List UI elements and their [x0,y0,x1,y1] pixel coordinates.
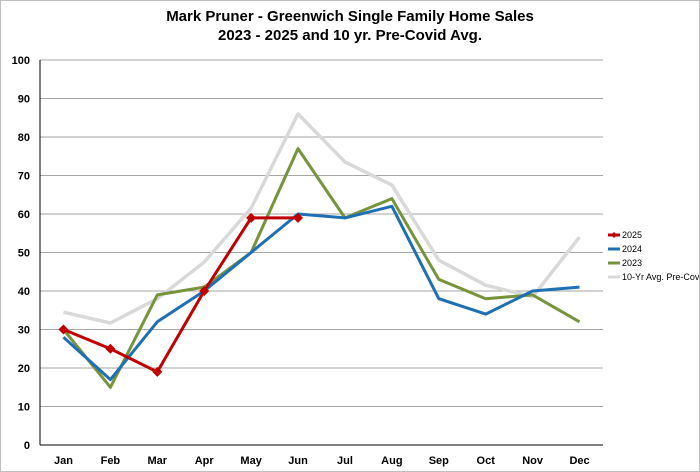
legend-label: 10-Yr Avg. Pre-Covid [622,272,700,282]
x-tick-label: Oct [477,455,496,467]
series-line-2025 [62,216,298,374]
chart-subtitle: 2023 - 2025 and 10 yr. Pre-Covid Avg. [217,27,483,44]
data-point-marker [58,324,69,335]
x-tick-label: Apr [195,455,215,467]
data-point-marker [293,212,304,223]
data-point-marker [152,366,163,377]
x-tick-label: Jan [54,455,73,467]
x-tick-label: Aug [381,455,402,467]
y-tick-label: 30 [18,325,30,337]
series-line-2023 [62,147,581,389]
y-tick-label: 70 [18,171,30,183]
y-tick-label: 80 [18,132,30,144]
y-tick-label: 0 [24,440,30,452]
x-tick-label: May [240,455,262,467]
y-tick-label: 60 [18,209,30,221]
data-point-marker [105,343,116,354]
x-tick-label: Mar [148,455,168,467]
y-tick-label: 100 [12,55,30,67]
y-tick-label: 90 [18,94,30,106]
y-tick-label: 20 [18,363,30,375]
legend-label: 2024 [622,244,642,254]
x-tick-label: Feb [101,455,121,467]
data-point-marker [199,286,210,296]
series-line-10-yr-avg-pre-covid [63,112,581,325]
legend-label: 2023 [622,258,642,268]
legend-label: 2025 [622,230,642,240]
x-tick-label: Sep [429,455,449,467]
x-tick-label: Dec [569,455,589,467]
y-tick-label: 40 [18,286,30,298]
x-tick-label: Jun [288,455,308,467]
series-line-2024 [62,204,580,382]
data-point-marker [246,212,257,223]
chart-title: Mark Pruner - Greenwich Single Family Ho… [166,8,534,25]
legend-marker [611,232,617,238]
x-tick-label: Nov [522,455,544,467]
y-tick-label: 10 [18,402,30,414]
x-tick-label: Jul [337,455,353,467]
y-tick-label: 50 [18,248,30,260]
